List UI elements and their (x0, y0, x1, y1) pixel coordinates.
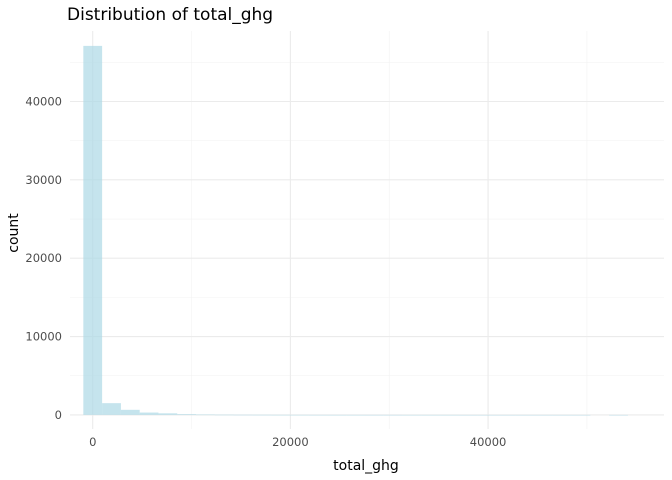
histogram-bar-0 (83, 45, 103, 415)
y-axis-title: count (6, 213, 22, 253)
x-axis-title: total_ghg (333, 458, 399, 474)
histogram-bar-17 (402, 414, 422, 416)
histogram-bar-21 (477, 414, 497, 416)
minor-gridlines (70, 31, 664, 429)
histogram-bar-22 (496, 414, 516, 416)
histogram-bar-2 (120, 409, 140, 415)
histogram-bar-9 (252, 414, 272, 416)
histogram-bar-19 (440, 414, 459, 416)
histogram-bar-14 (346, 414, 366, 416)
chart-title: Distribution of total_ghg (67, 5, 273, 25)
histogram-bar-7 (214, 414, 234, 416)
histogram-bar-13 (327, 414, 347, 416)
x-axis-tick-labels: 0 20000 40000 (89, 435, 506, 449)
histogram-bar-24 (534, 414, 553, 416)
y-tick-label: 30000 (25, 173, 62, 187)
histogram-bar-6 (196, 414, 215, 416)
x-tick-label: 0 (89, 435, 96, 449)
histogram-bar-12 (308, 414, 328, 416)
histogram-bar-18 (421, 414, 441, 416)
y-tick-label: 10000 (25, 330, 62, 344)
histogram-bar-23 (515, 414, 535, 416)
histogram-bar-28 (609, 414, 628, 416)
histogram-bar-25 (552, 414, 572, 416)
major-gridlines (70, 31, 664, 429)
y-axis-tick-labels: 0 10000 20000 30000 40000 (25, 95, 62, 422)
histogram-bars (83, 45, 628, 416)
histogram-bar-3 (139, 412, 159, 415)
histogram-bar-20 (458, 414, 478, 416)
histogram-bar-26 (571, 414, 591, 416)
y-tick-label: 0 (55, 408, 62, 422)
histogram-bar-15 (365, 414, 384, 416)
histogram-bar-16 (383, 414, 403, 416)
histogram-bar-11 (289, 414, 309, 416)
histogram-bar-5 (177, 414, 197, 415)
y-tick-label: 20000 (25, 251, 62, 265)
histogram-bar-4 (158, 413, 178, 415)
x-tick-label: 40000 (470, 435, 507, 449)
y-tick-label: 40000 (25, 95, 62, 109)
histogram-bar-8 (233, 414, 253, 416)
x-tick-label: 20000 (272, 435, 309, 449)
histogram-bar-10 (271, 414, 290, 416)
histogram-bar-1 (102, 403, 121, 415)
